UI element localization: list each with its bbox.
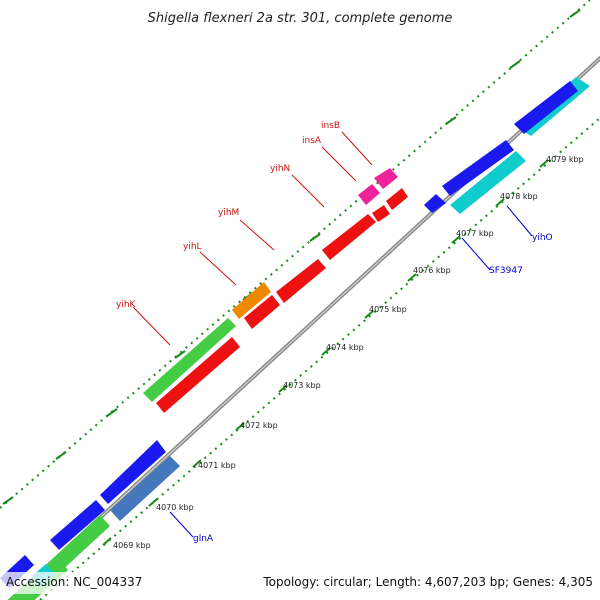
label-insB[interactable]: insB (321, 121, 340, 131)
gene-glnA-blue[interactable] (100, 440, 166, 504)
summary-bg (256, 572, 600, 594)
tick-4077: 4077 kbp (456, 229, 494, 238)
outer-dotted-track (0, 0, 591, 509)
label-SF3947[interactable]: SF3947 (489, 266, 523, 276)
tick-4069: 4069 kbp (113, 541, 151, 550)
gene-insA-partner[interactable] (372, 205, 390, 222)
label-leaders-red (132, 131, 373, 346)
gene-insB-partner[interactable] (386, 188, 408, 210)
gene-SF3947[interactable] (424, 194, 446, 213)
accession-text: Accession: NC_004337 (6, 575, 142, 589)
gene-lower-blue[interactable] (50, 500, 105, 550)
label-leaders-blue (169, 205, 533, 538)
tick-4073: 4073 kbp (283, 381, 321, 390)
label-yihN[interactable]: yihN (270, 164, 290, 174)
gene-yihN[interactable] (322, 214, 376, 260)
outer-track-ticks (2, 9, 581, 505)
map-title: Shigella flexneri 2a str. 301, complete … (148, 11, 453, 26)
gene-yihO[interactable] (450, 151, 526, 214)
gene-insA[interactable] (358, 184, 380, 205)
gene-yihL[interactable] (232, 282, 271, 319)
gene-insB[interactable] (374, 168, 398, 189)
genome-summary-text: Topology: circular; Length: 4,607,203 bp… (262, 575, 593, 589)
label-yihK[interactable]: yihK (116, 300, 137, 310)
gene-yihM[interactable] (244, 295, 280, 329)
tick-4079: 4079 kbp (546, 155, 584, 164)
gene-SF3947-blue[interactable] (442, 140, 514, 196)
label-insA[interactable]: insA (302, 136, 322, 146)
tick-4070: 4070 kbp (156, 503, 194, 512)
gene-glnA[interactable] (110, 456, 180, 521)
label-yihL[interactable]: yihL (183, 242, 202, 252)
tick-4072: 4072 kbp (240, 421, 278, 430)
label-yihO[interactable]: yihO (532, 233, 553, 243)
accession-bg (0, 572, 146, 594)
gene-yihK[interactable] (143, 318, 236, 402)
inner-dotted-track (39, 117, 600, 600)
label-glnA[interactable]: glnA (193, 534, 214, 544)
gene-upper-right-blue[interactable] (514, 81, 578, 134)
gene-yihK-partner[interactable] (156, 337, 240, 413)
label-yihM[interactable]: yihM (218, 208, 239, 218)
tick-4076: 4076 kbp (413, 266, 451, 275)
tick-4078: 4078 kbp (500, 192, 538, 201)
tick-4071: 4071 kbp (198, 461, 236, 470)
tick-4074: 4074 kbp (326, 343, 364, 352)
tick-4075: 4075 kbp (369, 305, 407, 314)
inner-track-ticks (102, 159, 549, 546)
gene-yihN-partner[interactable] (276, 259, 326, 303)
